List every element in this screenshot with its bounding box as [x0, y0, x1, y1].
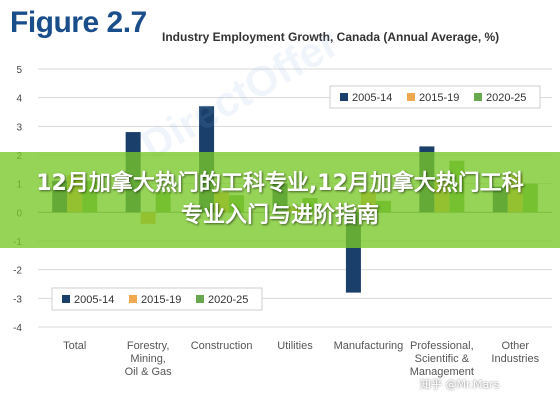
legend-label: 2015-19 [419, 92, 459, 104]
y-tick-label: 4 [16, 94, 22, 105]
x-tick-label-line: Construction [191, 340, 253, 352]
x-tick-label: Other Industries [491, 340, 539, 365]
legend-label: 2020-25 [486, 92, 526, 104]
x-tick-label-line: Manufacturing [334, 340, 404, 352]
legend-swatch [474, 93, 482, 101]
y-tick-label: 5 [16, 65, 22, 76]
legend-swatch [407, 93, 415, 101]
x-tick-label: Total [63, 340, 86, 352]
y-tick-label: 3 [16, 122, 22, 133]
figure-label: Figure 2.7 [10, 6, 147, 39]
x-tick-label: Utilities [277, 340, 313, 352]
x-tick-label-line: Forestry, [127, 340, 170, 352]
legend-swatch [129, 295, 137, 303]
x-tick-label-line: Management [410, 366, 474, 378]
x-tick-label-line: Mining, [130, 353, 165, 365]
legend-label: 2015-19 [141, 294, 181, 306]
x-tick-label: Professional, Scientific & Management [410, 340, 474, 378]
banner-text: 12月加拿大热门的工科专业,12月加拿大热门工科专业入门与进阶指南 [36, 171, 524, 228]
x-tick-label: Construction [191, 340, 253, 352]
y-tick-label: -3 [13, 294, 22, 305]
legends: 2005-14 2015-19 2020-25 2005-14 2015-19 2020-… [51, 85, 541, 311]
legend-label: 2005-14 [352, 92, 392, 104]
banner-overlay: 12月加拿大热门的工科专业,12月加拿大热门工科专业入门与进阶指南 [0, 152, 560, 248]
y-tick-label: -2 [13, 266, 22, 277]
x-axis-labels: Total Forestry, Mining, Oil & Gas Constructi… [63, 340, 540, 378]
legend-box [329, 85, 541, 109]
legend-box [51, 287, 263, 311]
legend-swatch [340, 93, 348, 101]
legend-swatch [62, 295, 70, 303]
source-watermark: 知乎 @Mr.Mars [420, 378, 500, 391]
legend-label: 2020-25 [208, 294, 248, 306]
x-tick-label-line: Oil & Gas [125, 366, 173, 378]
chart-title: Industry Employment Growth, Canada (Annu… [162, 30, 500, 44]
x-tick-label-line: Professional, [410, 340, 474, 352]
x-tick-label-line: Industries [491, 353, 539, 365]
x-tick-label-line: Scientific & [415, 353, 470, 365]
y-tick-label: -4 [13, 323, 22, 334]
legend-label: 2005-14 [74, 294, 114, 306]
x-tick-label-line: Utilities [277, 340, 313, 352]
x-tick-label-line: Other [502, 340, 530, 352]
legend-swatch [196, 295, 204, 303]
x-tick-label-line: Total [63, 340, 86, 352]
x-tick-label: Forestry, Mining, Oil & Gas [125, 340, 173, 378]
x-tick-label: Manufacturing [334, 340, 404, 352]
